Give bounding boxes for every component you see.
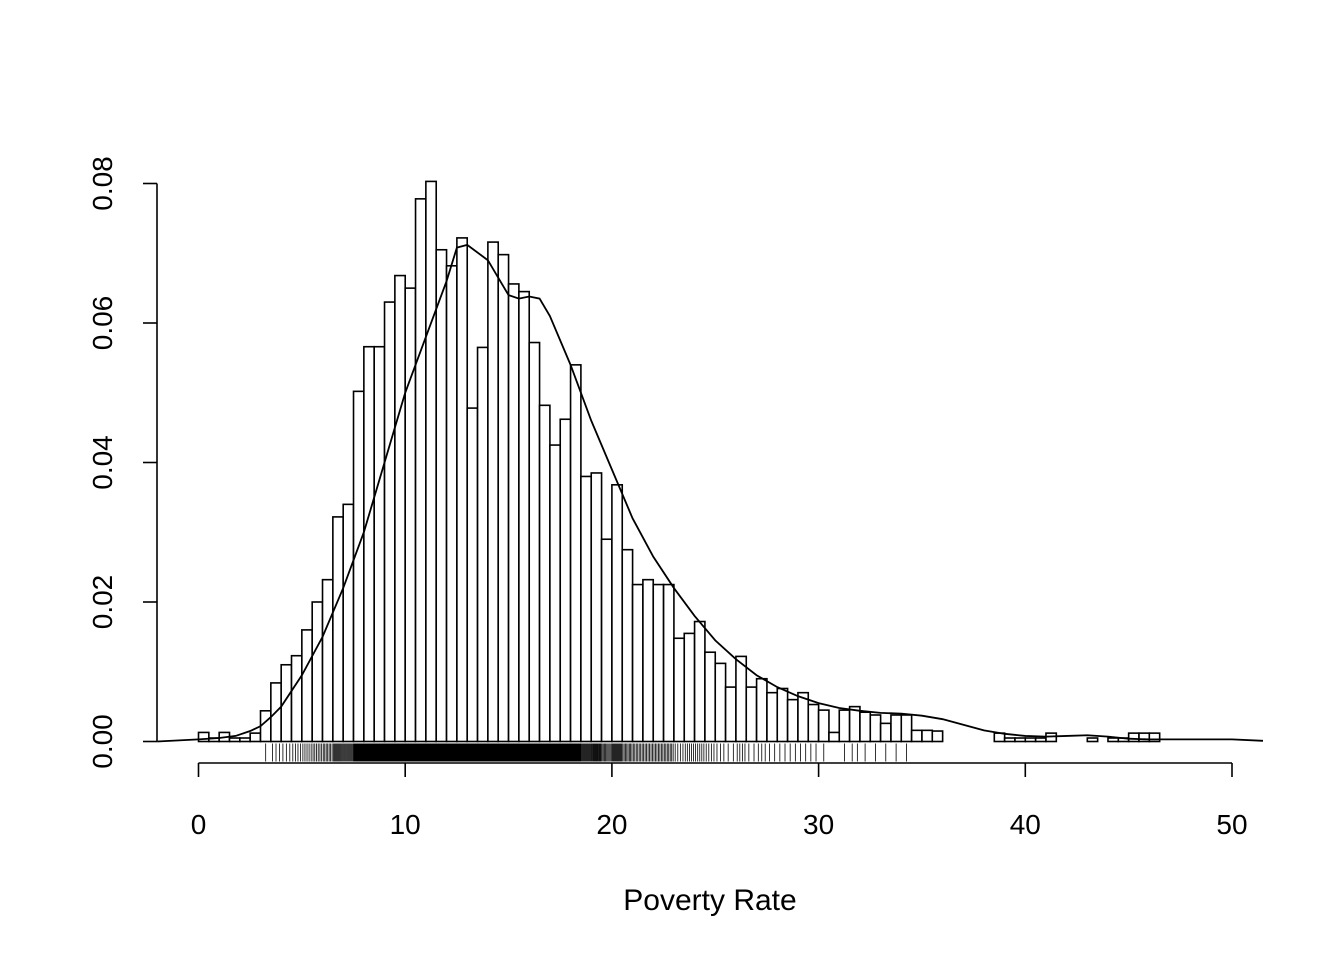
histogram-bar — [683, 632, 696, 743]
y-tick-label: 0.00 — [87, 714, 118, 769]
density-curve — [157, 243, 1264, 743]
histogram-bar — [476, 346, 489, 743]
x-tick-label: 40 — [1010, 809, 1041, 840]
histogram-bar — [859, 711, 872, 743]
histogram-bar — [673, 637, 686, 743]
histogram-bar — [869, 714, 882, 743]
histogram-bar — [538, 404, 551, 743]
histogram-bar — [352, 390, 365, 743]
histogram-bar — [931, 730, 944, 743]
histogram-bar — [373, 345, 386, 743]
histogram-bar — [828, 731, 841, 743]
rug-marks — [265, 743, 907, 762]
histogram-bar — [848, 705, 861, 743]
histogram-bar — [631, 583, 644, 743]
histogram-bars — [197, 180, 1161, 743]
histogram-bar — [910, 729, 923, 743]
y-tick-label: 0.08 — [87, 156, 118, 211]
histogram-bar — [311, 601, 324, 743]
histogram-bar — [745, 686, 758, 743]
histogram-bar — [786, 698, 799, 743]
histogram-bar — [817, 709, 830, 743]
histogram-bar — [890, 714, 903, 743]
histogram-bar — [735, 655, 748, 743]
histogram-bar — [1148, 732, 1161, 743]
histogram-bar — [487, 241, 500, 743]
x-tick-label: 50 — [1216, 809, 1247, 840]
histogram-bar — [332, 516, 344, 743]
histogram-bar — [662, 583, 675, 743]
histogram-bar — [611, 484, 624, 743]
histogram-bar — [290, 654, 303, 743]
histogram-bar — [259, 710, 272, 743]
histogram-bar — [363, 345, 375, 743]
histogram-bar — [714, 662, 727, 743]
histogram-bar — [766, 691, 779, 743]
x-axis: 0 10 20 30 40 50 — [191, 762, 1248, 840]
histogram-bar — [838, 709, 851, 743]
histogram-bar — [1086, 737, 1099, 743]
histogram-bar — [507, 283, 520, 743]
histogram-bar — [445, 265, 458, 743]
histogram-bar — [1003, 737, 1016, 743]
histogram-bar — [642, 578, 655, 743]
y-axis: 0.00 0.02 0.04 0.06 0.08 — [87, 156, 158, 769]
x-axis-title: Poverty Rate — [623, 884, 796, 917]
histogram-bar — [528, 341, 541, 743]
histogram-bar — [435, 248, 448, 743]
histogram-bar — [414, 198, 427, 743]
histogram-bar — [1024, 737, 1037, 743]
histogram-bar — [518, 290, 531, 743]
histogram-bar — [342, 503, 355, 743]
histogram-bar — [383, 301, 396, 743]
y-tick-label: 0.04 — [87, 435, 118, 490]
histogram-bar — [776, 687, 789, 743]
histogram-bar — [590, 472, 603, 743]
histogram-bar — [466, 407, 479, 743]
histogram-bar — [228, 737, 241, 743]
histogram-bar — [807, 703, 820, 743]
histogram-bar — [900, 714, 913, 743]
y-tick-label: 0.06 — [87, 296, 118, 351]
x-tick-label: 30 — [803, 809, 834, 840]
histogram-bar — [249, 732, 262, 743]
rug-tick-marks — [265, 743, 907, 762]
histogram-bar — [239, 737, 251, 743]
histogram-bar — [1107, 737, 1120, 743]
histogram-bar — [879, 722, 892, 743]
histogram-bar — [425, 180, 438, 743]
histogram-bar — [755, 677, 768, 743]
histogram-bar — [693, 620, 706, 743]
histogram-bar — [652, 583, 665, 743]
histogram-bar — [549, 444, 562, 743]
histogram-bar — [600, 538, 613, 743]
histogram-bar — [321, 578, 334, 743]
histogram-bar — [1034, 737, 1047, 743]
histogram-bar — [456, 237, 469, 743]
histogram-bar — [1127, 732, 1140, 743]
y-tick-label: 0.02 — [87, 575, 118, 630]
histogram-bar — [724, 686, 737, 743]
histogram-bar — [404, 287, 417, 743]
histogram-bar — [569, 364, 582, 743]
histogram-bar — [497, 253, 510, 743]
histogram-bar — [559, 418, 572, 743]
histogram-bar — [580, 475, 593, 743]
histogram-bar — [1014, 737, 1027, 743]
x-tick-label: 0 — [191, 809, 207, 840]
histogram-bar — [197, 731, 210, 743]
histogram-bar — [704, 651, 717, 743]
histogram-bar — [621, 548, 634, 743]
x-tick-label: 10 — [390, 809, 421, 840]
histogram-bar — [921, 729, 934, 743]
x-tick-label: 20 — [596, 809, 627, 840]
histogram-bar — [301, 629, 313, 743]
histogram-bar — [394, 274, 407, 743]
